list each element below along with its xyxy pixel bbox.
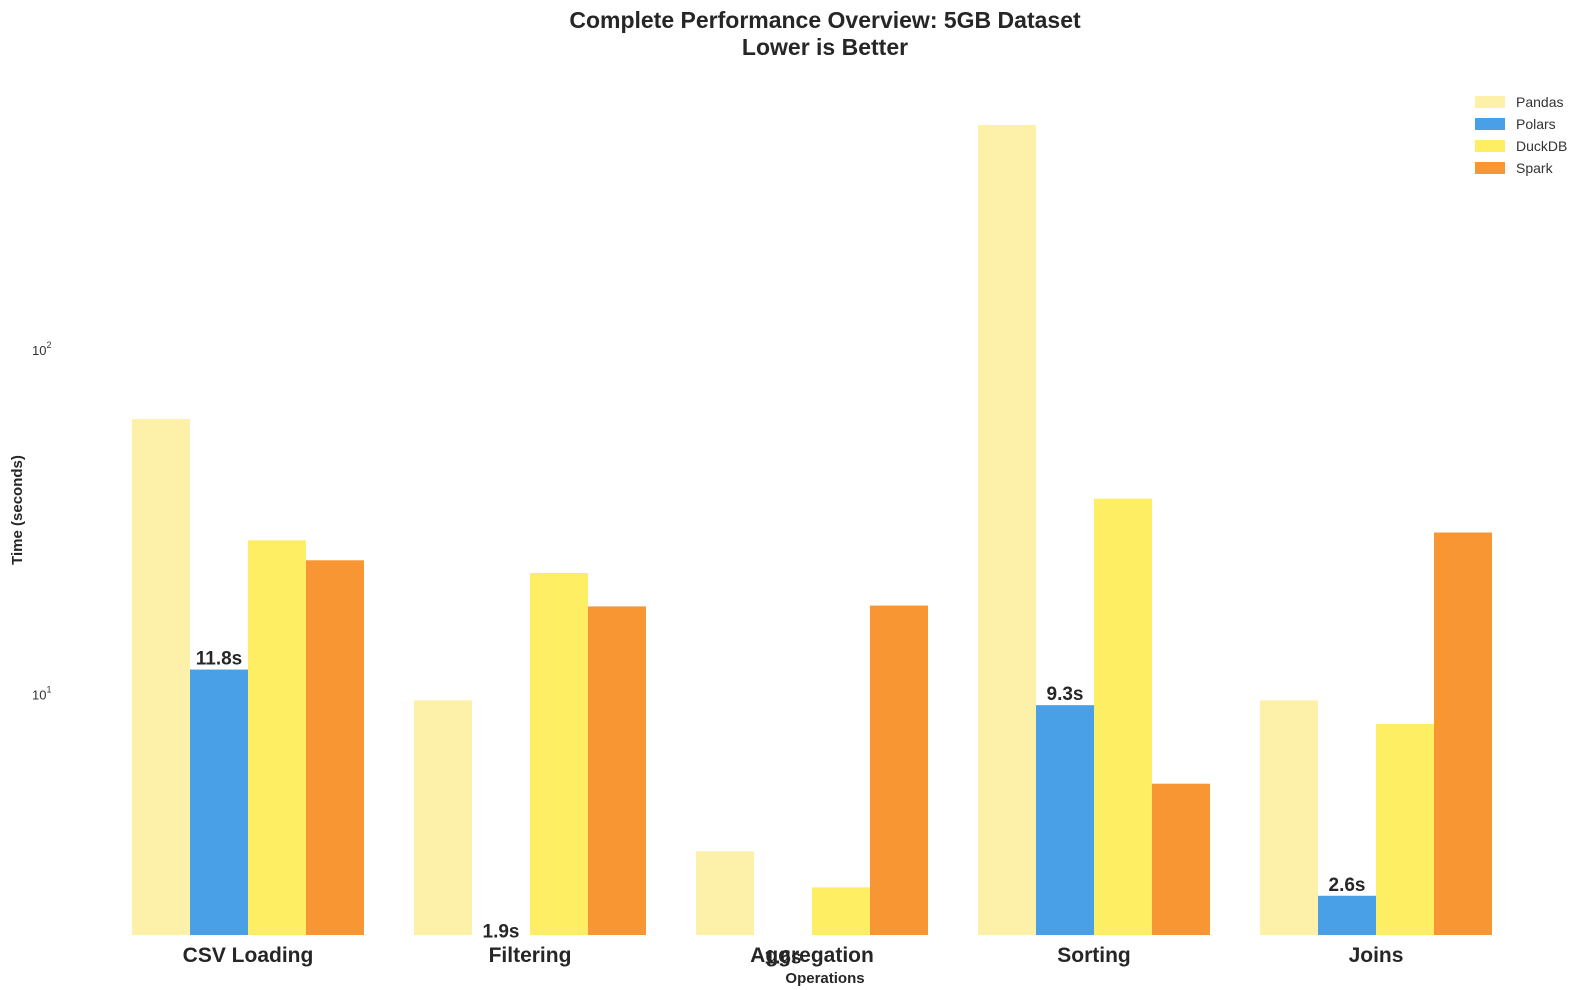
legend-label-pandas: Pandas bbox=[1516, 94, 1563, 110]
data-label-sorting: 9.3s bbox=[1047, 684, 1084, 705]
bar-pandas-sorting bbox=[978, 125, 1036, 935]
y-axis-ticks: 101 102 bbox=[32, 340, 51, 702]
legend-swatch-duckdb bbox=[1475, 140, 1505, 152]
x-axis-ticks: CSV Loading Filtering Aggregation Sorting Jo… bbox=[183, 944, 1404, 967]
y-tick-label-10: 101 bbox=[32, 684, 51, 702]
bar-pandas-joins bbox=[1260, 700, 1318, 935]
bar-duckdb-aggregation bbox=[812, 887, 870, 935]
legend-label-spark: Spark bbox=[1516, 160, 1554, 176]
y-tick-exponent: 2 bbox=[46, 340, 51, 350]
data-label-csv-loading: 11.8s bbox=[196, 649, 243, 670]
chart-title: Complete Performance Overview: 5GB Datas… bbox=[569, 7, 1081, 33]
bar-polars-sorting bbox=[1036, 705, 1094, 935]
data-labels-group: 11.8s 1.9s 1.6s 9.3s 2.6s bbox=[196, 649, 1366, 969]
x-axis-label: Operations bbox=[785, 970, 864, 987]
data-label-joins: 2.6s bbox=[1329, 875, 1366, 896]
legend-label-duckdb: DuckDB bbox=[1516, 138, 1567, 154]
legend-swatch-polars bbox=[1475, 118, 1505, 130]
y-tick-label-100: 102 bbox=[32, 340, 51, 358]
x-tick-label-sorting: Sorting bbox=[1057, 944, 1131, 967]
y-axis-label: Time (seconds) bbox=[9, 455, 26, 565]
bar-spark-joins bbox=[1434, 532, 1492, 935]
bar-pandas-csv-loading bbox=[132, 419, 190, 935]
legend-label-polars: Polars bbox=[1516, 116, 1556, 132]
bar-duckdb-sorting bbox=[1094, 498, 1152, 935]
bar-spark-filtering bbox=[588, 606, 646, 935]
bar-pandas-aggregation bbox=[696, 851, 754, 935]
bar-spark-aggregation bbox=[870, 605, 928, 935]
y-tick-exponent: 1 bbox=[46, 684, 51, 694]
bar-polars-csv-loading bbox=[190, 669, 248, 935]
legend-swatch-spark bbox=[1475, 162, 1505, 174]
x-tick-label-aggregation: Aggregation bbox=[750, 944, 874, 967]
chart-subtitle: Lower is Better bbox=[742, 34, 908, 60]
bar-polars-joins bbox=[1318, 895, 1376, 935]
bar-duckdb-joins bbox=[1376, 723, 1434, 935]
legend-swatch-pandas bbox=[1475, 96, 1505, 108]
bar-spark-csv-loading bbox=[306, 560, 364, 935]
data-label-filtering: 1.9s bbox=[483, 922, 520, 943]
bar-duckdb-csv-loading bbox=[248, 540, 306, 935]
x-tick-label-filtering: Filtering bbox=[489, 944, 572, 967]
bars-group bbox=[132, 125, 1492, 935]
legend: Pandas Polars DuckDB Spark bbox=[1475, 94, 1567, 176]
bar-duckdb-filtering bbox=[530, 573, 588, 935]
bar-spark-sorting bbox=[1152, 783, 1210, 935]
data-label-aggregation: 1.6s bbox=[765, 947, 802, 968]
x-tick-label-csv-loading: CSV Loading bbox=[183, 944, 314, 967]
x-tick-label-joins: Joins bbox=[1349, 944, 1404, 967]
bar-pandas-filtering bbox=[414, 700, 472, 935]
